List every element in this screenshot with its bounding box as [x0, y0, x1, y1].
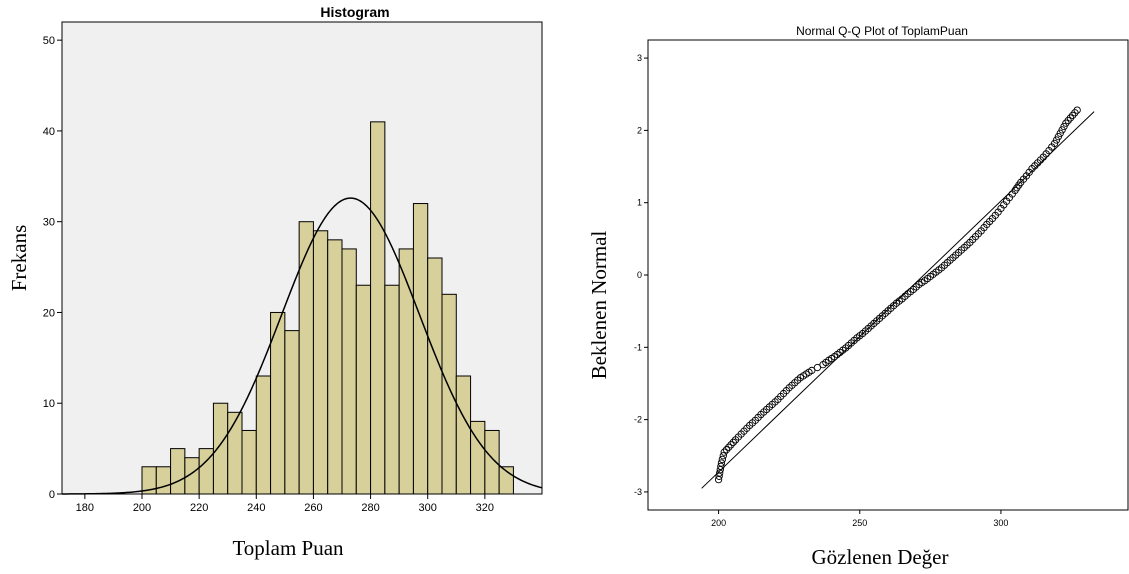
- qq-point: [722, 446, 731, 454]
- y-tick-label: 40: [43, 126, 55, 138]
- histogram-bar: [255, 375, 272, 495]
- qq-point: [718, 455, 727, 464]
- qq-y-ticks: -3 -2 -1 0 1 2 3: [634, 53, 648, 497]
- qq-y-axis-label: Beklenen Normal: [587, 230, 611, 379]
- qq-plot-panel: 200 250 300 -3 -2 -1 0 1 2 3 Normal Q-Q Plot of …: [587, 24, 1129, 569]
- y-tick-label: 3: [637, 53, 642, 63]
- y-tick-label: 20: [43, 307, 55, 319]
- histogram-bar: [484, 429, 500, 495]
- y-tick-label: 30: [43, 217, 55, 229]
- histogram-bar: [427, 257, 443, 495]
- x-tick-label: 180: [76, 502, 94, 514]
- histogram-bar: [455, 375, 472, 495]
- x-tick-label: 320: [476, 502, 494, 514]
- histogram-bar: [170, 448, 186, 495]
- qq-point: [719, 452, 727, 460]
- x-tick-label: 280: [361, 502, 379, 514]
- x-tick-label: 300: [419, 502, 437, 514]
- qq-point: [1064, 116, 1072, 125]
- histogram-bar: [412, 203, 429, 495]
- histogram-title: Histogram: [320, 4, 389, 20]
- histogram-y-ticks: 0 10 20 30 40 50: [43, 35, 62, 501]
- histogram-x-axis-label: Toplam Puan: [232, 536, 344, 560]
- y-tick-label: 0: [49, 489, 55, 501]
- qq-point: [717, 462, 725, 470]
- qq-point: [1071, 109, 1079, 117]
- qq-point: [720, 448, 728, 456]
- y-tick-label: -1: [634, 342, 642, 352]
- histogram-bar: [241, 429, 257, 495]
- qq-point: [717, 459, 726, 467]
- qq-point: [729, 438, 737, 446]
- y-tick-label: -2: [634, 415, 642, 425]
- histogram-bar: [212, 402, 229, 495]
- qq-point: [1062, 119, 1070, 127]
- histogram-bar: [441, 293, 457, 495]
- y-tick-label: 50: [43, 35, 55, 47]
- x-tick-label: 220: [190, 502, 208, 514]
- histogram-x-ticks: 180 200 220 240 260 280 300 320: [76, 494, 494, 514]
- y-tick-label: 0: [637, 270, 642, 280]
- qq-point: [1066, 114, 1075, 122]
- y-tick-label: 10: [43, 398, 55, 410]
- x-tick-label: 200: [133, 502, 151, 514]
- y-tick-label: 2: [637, 125, 642, 135]
- histogram-bars: [141, 121, 514, 495]
- qq-point: [808, 366, 816, 375]
- qq-x-ticks: 200 250 300: [711, 510, 1008, 528]
- y-tick-label: 1: [637, 198, 642, 208]
- x-tick-label: 250: [852, 518, 867, 528]
- qq-title: Normal Q-Q Plot of ToplamPuan: [796, 24, 968, 38]
- x-tick-label: 300: [993, 518, 1008, 528]
- histogram-bar: [284, 330, 300, 495]
- histogram-bar: [298, 221, 314, 495]
- x-tick-label: 200: [711, 518, 726, 528]
- qq-point: [1069, 111, 1077, 119]
- histogram-panel: 180 200 220 240 260 280 300 320 0 10 20 30 40 50 His…: [7, 4, 543, 560]
- qq-x-axis-label: Gözlenen Değer: [811, 545, 948, 569]
- normal-curve: [62, 197, 543, 495]
- histogram-bar: [398, 248, 414, 495]
- histogram-bar: [312, 230, 329, 495]
- histogram-bar: [155, 466, 172, 495]
- qq-point: [1073, 106, 1081, 114]
- histogram-bar: [227, 411, 243, 495]
- histogram-y-axis-label: Frekans: [7, 225, 31, 292]
- histogram-bar: [355, 284, 372, 495]
- qq-point: [725, 443, 733, 451]
- x-tick-label: 240: [247, 502, 265, 514]
- histogram-bar: [327, 239, 343, 495]
- histogram-bar: [341, 248, 357, 495]
- qq-point: [813, 363, 822, 372]
- qq-plot-area: [647, 39, 1129, 511]
- x-tick-label: 260: [304, 502, 322, 514]
- qq-point: [727, 441, 735, 449]
- y-tick-label: -3: [634, 487, 642, 497]
- histogram-bar: [384, 284, 400, 495]
- qq-points: [714, 106, 1081, 484]
- histogram-bar: [370, 121, 386, 495]
